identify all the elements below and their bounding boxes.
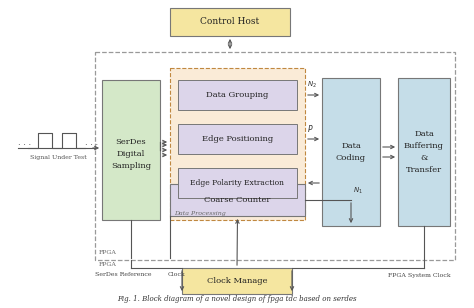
Text: Coarse Counter: Coarse Counter bbox=[204, 196, 271, 204]
Text: Data: Data bbox=[341, 142, 361, 150]
Text: Sampling: Sampling bbox=[111, 162, 151, 170]
Bar bbox=[170, 8, 290, 36]
Text: FPGA System Clock: FPGA System Clock bbox=[388, 273, 451, 278]
Bar bbox=[178, 168, 297, 198]
Text: Transfer: Transfer bbox=[406, 166, 442, 174]
Text: Control Host: Control Host bbox=[201, 18, 260, 26]
Bar bbox=[182, 268, 292, 294]
Text: . . .: . . . bbox=[18, 139, 31, 147]
Text: FPGA: FPGA bbox=[99, 262, 117, 267]
Text: Clock: Clock bbox=[168, 273, 186, 278]
Bar bbox=[322, 78, 380, 226]
Text: Data: Data bbox=[414, 130, 434, 138]
Text: SerDes Reference: SerDes Reference bbox=[95, 273, 152, 278]
Text: $N_1$: $N_1$ bbox=[353, 186, 363, 196]
Text: Signal Under Test: Signal Under Test bbox=[30, 156, 87, 160]
Text: Clock Manage: Clock Manage bbox=[207, 277, 267, 285]
Text: Fig. 1. Block diagram of a novel design of fpga tdc based on serdes: Fig. 1. Block diagram of a novel design … bbox=[117, 295, 357, 303]
Bar bbox=[170, 68, 305, 220]
Bar bbox=[178, 124, 297, 154]
Text: Data Processing: Data Processing bbox=[174, 211, 226, 216]
Text: Data Grouping: Data Grouping bbox=[206, 91, 269, 99]
Text: . . .: . . . bbox=[85, 139, 98, 147]
Text: FPGA: FPGA bbox=[99, 250, 117, 255]
Text: Edge Polarity Extraction: Edge Polarity Extraction bbox=[191, 179, 284, 187]
Text: Buffering: Buffering bbox=[404, 142, 444, 150]
Text: $P$: $P$ bbox=[307, 123, 314, 134]
Text: Coding: Coding bbox=[336, 154, 366, 162]
Bar bbox=[398, 78, 450, 226]
Text: Digital: Digital bbox=[117, 150, 145, 158]
Text: &: & bbox=[420, 154, 428, 162]
Bar bbox=[170, 184, 305, 216]
Text: Edge Positioning: Edge Positioning bbox=[202, 135, 273, 143]
Bar bbox=[95, 52, 455, 260]
Bar bbox=[178, 80, 297, 110]
Bar bbox=[102, 80, 160, 220]
Text: SerDes: SerDes bbox=[116, 138, 146, 146]
Text: $N_2$: $N_2$ bbox=[307, 80, 317, 90]
